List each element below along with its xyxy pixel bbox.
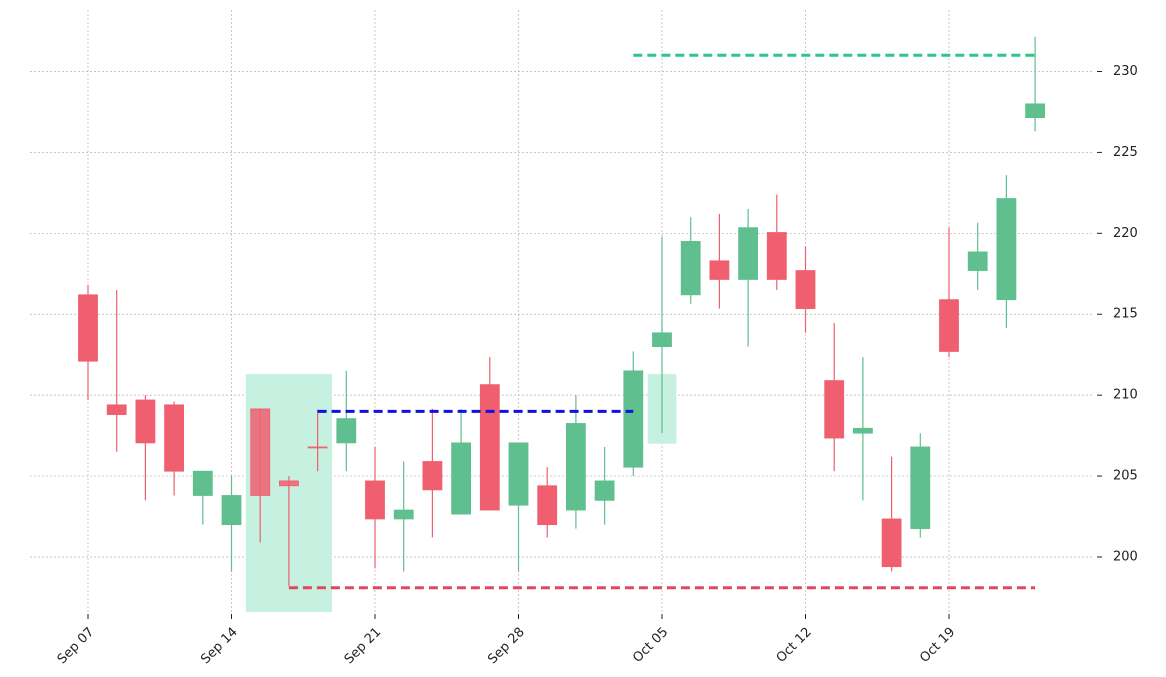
candle-body <box>881 518 902 568</box>
candle-body <box>766 232 787 280</box>
candle-body <box>307 446 328 449</box>
y-tick-label: 205 <box>1113 469 1138 484</box>
y-tick-label: 215 <box>1113 307 1138 322</box>
candle-body <box>365 480 385 520</box>
candle-body <box>680 241 701 296</box>
x-tick-label: Sep 07 <box>55 625 98 668</box>
candle-body <box>566 423 586 511</box>
candle-body <box>135 399 156 444</box>
y-tick-label: 210 <box>1113 388 1138 403</box>
candle-body <box>594 480 615 501</box>
candle-body <box>1025 103 1045 119</box>
candle-body <box>795 270 816 309</box>
candle-body <box>824 380 845 439</box>
y-tick-label: 200 <box>1113 549 1138 564</box>
candle-body <box>451 442 472 515</box>
x-tick-label: Sep 14 <box>198 625 241 668</box>
candle-body <box>164 404 185 472</box>
candle-body <box>192 470 213 496</box>
candle-body <box>106 404 127 415</box>
candle-body <box>250 408 271 496</box>
x-tick-label: Oct 05 <box>630 625 671 666</box>
x-tick-label: Oct 19 <box>917 625 958 666</box>
y-tick-label: 230 <box>1113 64 1138 79</box>
candle-body <box>422 461 443 491</box>
candle-body <box>967 251 988 271</box>
x-tick-label: Oct 12 <box>774 625 815 666</box>
candle-body <box>910 446 931 530</box>
candle-body <box>939 299 959 352</box>
candle-body <box>508 442 529 506</box>
candle-body <box>996 198 1017 301</box>
y-tick-label: 225 <box>1113 145 1138 160</box>
candle-body <box>652 332 672 348</box>
candle-body <box>78 294 98 362</box>
candle-body <box>853 427 873 434</box>
candle-body <box>393 509 414 520</box>
y-tick-label: 220 <box>1113 226 1138 241</box>
candle-body <box>623 370 644 468</box>
candle-body <box>278 480 299 487</box>
candle-body <box>738 227 758 280</box>
candle-body <box>537 485 558 526</box>
candle-body <box>336 418 357 444</box>
candle-body <box>709 260 730 280</box>
candle-body <box>479 384 500 511</box>
x-tick-label: Sep 21 <box>342 625 385 668</box>
candle-body <box>221 495 242 526</box>
x-tick-label: Sep 28 <box>485 625 528 668</box>
